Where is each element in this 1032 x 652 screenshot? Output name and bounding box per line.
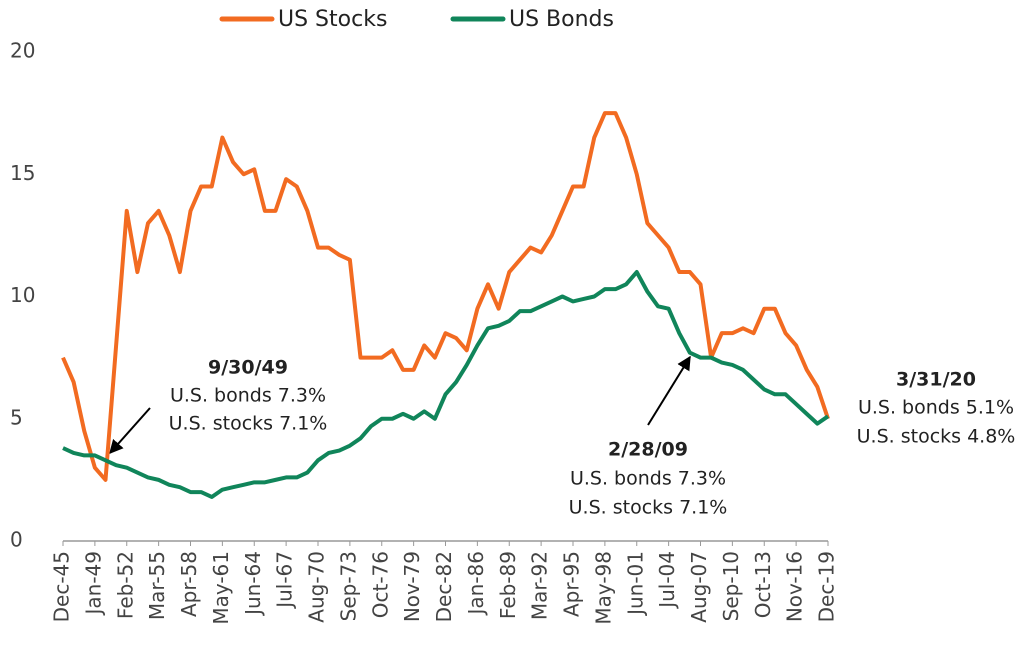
x-tick-label: Nov-16 [783,551,807,622]
y-tick-label: 0 [10,528,23,552]
x-tick-label: Nov-79 [400,551,424,622]
y-tick-label: 10 [10,283,35,307]
x-tick-label: Feb-52 [113,551,137,619]
arrow [647,355,691,426]
legend-label: US Stocks [278,7,387,32]
y-tick-label: 20 [10,39,35,63]
x-tick-label: Dec-82 [432,551,456,622]
annotation-text: U.S. bonds 7.3% [170,385,326,407]
x-tick-label: Oct-13 [751,551,775,618]
arrow [109,407,151,455]
annotation-text: U.S. stocks 7.1% [569,497,728,519]
x-tick-label: May-61 [209,551,233,625]
annotation-text: U.S. stocks 7.1% [169,413,328,435]
x-tick-label: Apr-95 [560,551,584,617]
series-line [61,111,830,482]
x-tick-label: Jun-01 [623,551,647,617]
x-tick-label: Feb-89 [496,551,520,619]
series-line [62,270,830,499]
x-tick-label: May-98 [591,551,615,625]
x-tick-label: Jun-64 [241,551,265,617]
x-tick-label: Dec-19 [815,551,839,622]
annotation-date: 3/31/20 [896,369,976,391]
x-tick-label: Aug-70 [305,551,329,623]
x-tick-label: Sep-73 [336,551,360,621]
annotation-text: U.S. stocks 4.8% [857,426,1016,448]
legend-label: US Bonds [509,7,614,32]
x-tick-label: Dec-45 [50,551,74,622]
x-tick-label: Jan-86 [464,551,488,617]
annotation-date: 9/30/49 [208,357,288,379]
x-tick-label: Mar-92 [528,551,552,620]
x-tick-label: Aug-07 [687,551,711,623]
y-tick-label: 15 [10,161,35,185]
x-tick-label: Jan-49 [81,551,105,617]
x-tick-label: Mar-55 [145,551,169,620]
x-tick-label: Apr-58 [177,551,201,617]
x-tick-label: Sep-10 [719,551,743,621]
x-tick-label: Oct-76 [368,551,392,618]
x-tick-label: Jul-04 [655,551,679,610]
y-tick-label: 5 [10,405,23,429]
annotation-text: U.S. bonds 7.3% [570,468,726,490]
x-tick-label: Jul-67 [273,551,297,610]
annotation-date: 2/28/09 [608,439,688,461]
annotation-text: U.S. bonds 5.1% [858,397,1014,419]
